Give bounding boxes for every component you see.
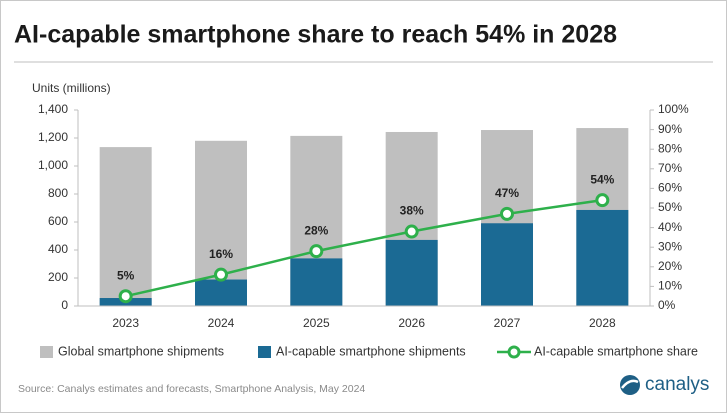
y-tick-label: 600 xyxy=(48,214,68,228)
bar xyxy=(195,279,247,306)
legend-swatch xyxy=(258,346,271,358)
y-tick-label: 200 xyxy=(48,270,68,284)
marker xyxy=(309,244,324,259)
x-tick-label: 2023 xyxy=(112,316,139,330)
marker xyxy=(404,224,419,239)
line xyxy=(125,198,603,298)
x-tick-label: 2024 xyxy=(208,316,235,330)
brand-name: canalys xyxy=(645,374,709,395)
y2-tick-label: 0% xyxy=(658,298,676,312)
legend-label: AI-capable smartphone share xyxy=(534,344,698,358)
x-tick-label: 2028 xyxy=(589,316,616,330)
y2-tick-label: 50% xyxy=(658,200,682,214)
y-tick-label: 1,400 xyxy=(38,102,68,116)
data-label: 47% xyxy=(495,186,519,200)
marker xyxy=(595,193,610,208)
marker xyxy=(214,267,228,282)
y2-tick-label: 20% xyxy=(658,259,682,273)
legend-marker xyxy=(507,345,521,359)
legend-label: Global smartphone shipments xyxy=(58,344,224,358)
logo-swoosh xyxy=(621,379,639,389)
data-label: 38% xyxy=(400,204,424,218)
legend-label: AI-capable smartphone shipments xyxy=(276,344,466,358)
y2-tick-label: 10% xyxy=(658,279,682,293)
y2-tick-label: 80% xyxy=(658,141,682,155)
bar xyxy=(99,147,152,306)
legend-swatch xyxy=(40,346,53,358)
brand-logo: canalys xyxy=(620,374,709,395)
data-label: 28% xyxy=(304,223,328,237)
y2-tick-label: 60% xyxy=(658,181,682,195)
y-axis-label: Units (millions) xyxy=(32,81,111,95)
bar xyxy=(576,209,629,306)
y-tick-label: 400 xyxy=(48,242,68,256)
marker xyxy=(118,289,133,304)
y2-tick-label: 100% xyxy=(658,102,689,116)
bar xyxy=(385,239,438,306)
data-label: 54% xyxy=(590,172,614,186)
bar xyxy=(481,223,533,306)
x-tick-label: 2027 xyxy=(494,316,521,330)
chart-title: AI-capable smartphone share to reach 54%… xyxy=(14,21,617,49)
y2-tick-label: 90% xyxy=(658,122,682,136)
data-label: 16% xyxy=(209,247,233,261)
bar xyxy=(290,258,343,306)
marker xyxy=(500,206,514,221)
y-tick-label: 0 xyxy=(61,298,68,312)
y2-tick-label: 70% xyxy=(658,161,682,175)
x-tick-label: 2026 xyxy=(398,316,425,330)
y-tick-label: 1,000 xyxy=(38,158,68,172)
y-tick-label: 800 xyxy=(48,186,68,200)
y2-tick-label: 40% xyxy=(658,220,682,234)
x-tick-label: 2025 xyxy=(303,316,330,330)
source: Source: Canalys estimates and forecasts,… xyxy=(18,383,365,395)
data-label: 5% xyxy=(117,268,135,282)
y-tick-label: 1,200 xyxy=(38,130,68,144)
y2-tick-label: 30% xyxy=(658,239,682,253)
